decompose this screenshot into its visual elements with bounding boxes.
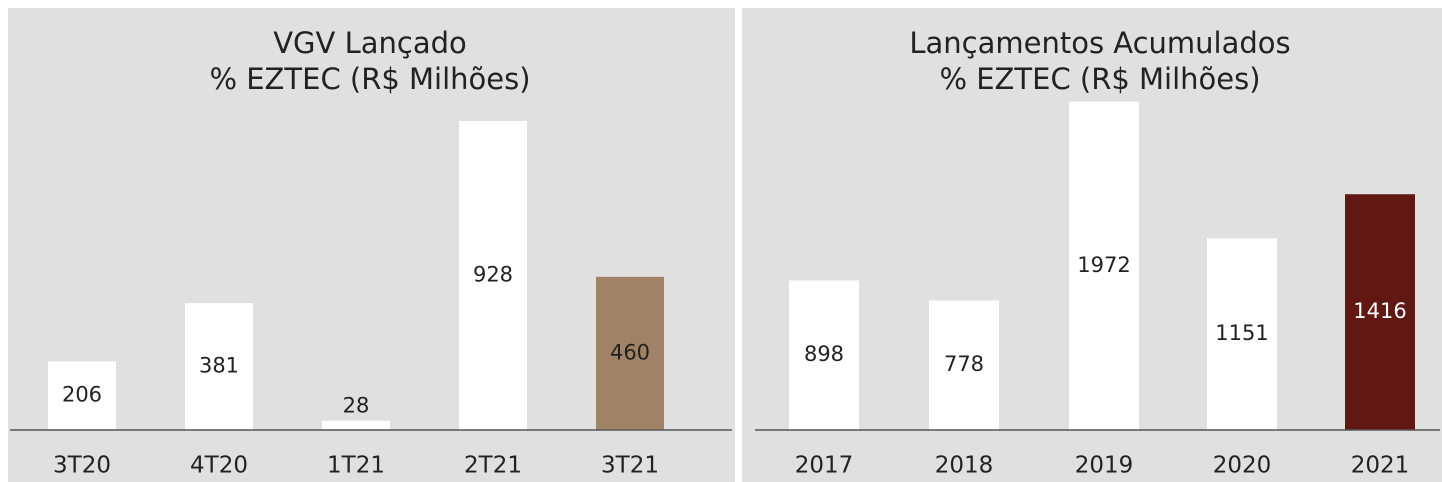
x-tick-label: 2020 (1213, 453, 1272, 479)
x-tick-label: 2018 (935, 453, 994, 479)
x-tick-label: 2017 (795, 453, 854, 479)
bar (1069, 101, 1139, 431)
value-label: 460 (610, 340, 650, 364)
value-label: 1151 (1215, 321, 1268, 345)
bar (48, 361, 116, 430)
value-label: 898 (804, 342, 844, 366)
value-label: 206 (62, 383, 102, 407)
bar (185, 303, 253, 430)
x-tick-label: 3T20 (53, 453, 111, 479)
x-tick-label: 2021 (1351, 453, 1410, 479)
bar (1345, 194, 1415, 430)
chart-title: % EZTEC (R$ Milhões) (209, 62, 530, 96)
x-tick-label: 3T21 (601, 453, 659, 479)
value-label: 778 (944, 352, 984, 376)
x-tick-label: 2T21 (464, 453, 522, 479)
chart-title: Lançamentos Acumulados (909, 26, 1290, 60)
chart-title: VGV Lançado (273, 26, 467, 60)
value-label: 928 (473, 262, 513, 286)
x-tick-label: 1T21 (327, 453, 385, 479)
bar (596, 276, 664, 430)
bar (789, 280, 859, 430)
value-label: 1972 (1077, 253, 1130, 277)
bar (322, 420, 390, 430)
bar (929, 300, 999, 430)
x-tick-label: 4T20 (190, 453, 248, 479)
value-label: 1416 (1353, 299, 1406, 323)
bar (1207, 238, 1277, 430)
bar (459, 120, 527, 430)
x-tick-label: 2019 (1075, 453, 1134, 479)
value-label: 381 (199, 354, 239, 378)
chart-title: % EZTEC (R$ Milhões) (939, 62, 1260, 96)
value-label: 28 (343, 394, 370, 418)
